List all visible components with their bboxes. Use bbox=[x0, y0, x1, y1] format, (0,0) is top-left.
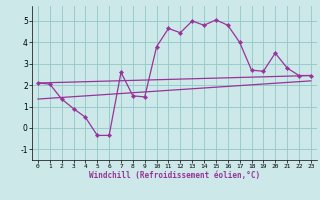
X-axis label: Windchill (Refroidissement éolien,°C): Windchill (Refroidissement éolien,°C) bbox=[89, 171, 260, 180]
